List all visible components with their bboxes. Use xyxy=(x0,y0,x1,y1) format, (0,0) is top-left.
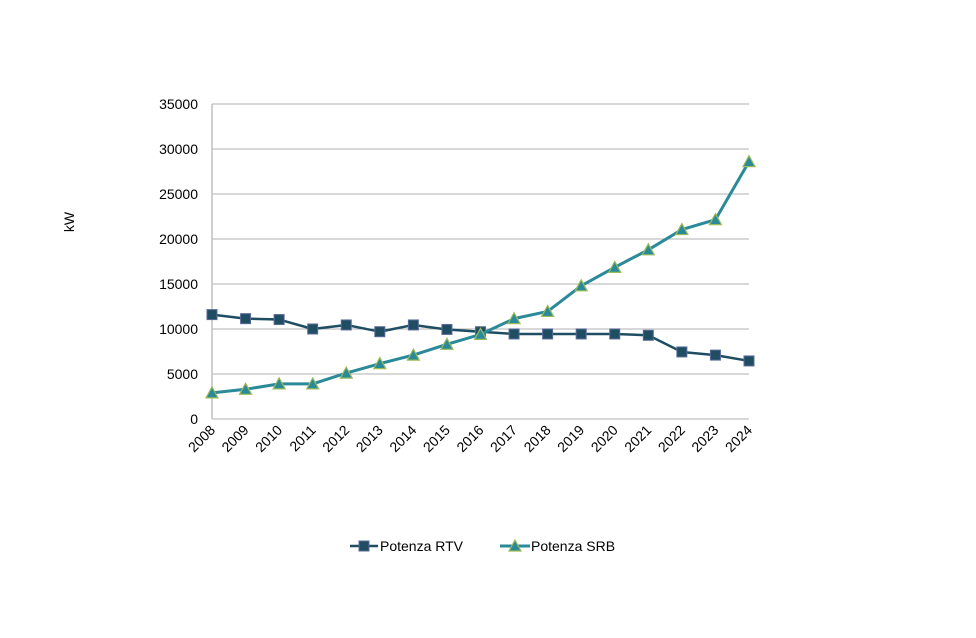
x-tick-label: 2012 xyxy=(319,422,352,455)
data-point xyxy=(441,323,453,335)
x-tick-label: 2010 xyxy=(252,422,285,455)
series-group xyxy=(204,154,757,399)
data-point xyxy=(507,311,522,325)
x-tick-label: 2016 xyxy=(453,422,486,455)
x-tick-label: 2021 xyxy=(621,422,654,455)
data-point xyxy=(238,382,253,395)
x-tick-label: 2019 xyxy=(554,422,587,455)
series-srb xyxy=(204,154,757,399)
x-tick-label: 2024 xyxy=(722,422,755,455)
data-point xyxy=(642,329,654,341)
data-point xyxy=(340,319,352,331)
legend-marker-square-icon xyxy=(358,540,370,552)
data-point xyxy=(406,347,421,361)
x-tick-label: 2009 xyxy=(218,422,251,455)
y-tick-label: 10000 xyxy=(159,321,198,337)
legend-item-srb[interactable]: Potenza SRB xyxy=(500,538,615,554)
data-point xyxy=(374,326,386,338)
gridlines xyxy=(212,103,749,420)
data-point xyxy=(676,346,688,358)
x-tick-label: 2023 xyxy=(688,422,721,455)
legend-label-rtv: Potenza RTV xyxy=(380,538,464,554)
legend-label-srb: Potenza SRB xyxy=(531,538,615,554)
y-axis-ticks: 0 5000 10000 15000 20000 25000 30000 35000 xyxy=(159,96,198,427)
data-point xyxy=(204,385,220,399)
x-axis-ticks: 2008 2009 2010 2011 2012 2013 2014 2015 2016 2017… xyxy=(185,422,755,455)
data-point xyxy=(607,260,622,273)
data-point xyxy=(508,328,520,340)
legend-marker-triangle-icon xyxy=(507,538,523,552)
y-tick-label: 0 xyxy=(190,411,198,427)
x-tick-label: 2011 xyxy=(286,422,319,455)
data-point xyxy=(439,337,454,350)
x-tick-label: 2014 xyxy=(386,422,419,455)
data-point xyxy=(574,278,589,292)
data-point xyxy=(674,222,689,236)
data-point xyxy=(542,328,554,340)
y-axis-title: kW xyxy=(61,211,77,232)
y-tick-label: 25000 xyxy=(159,186,198,202)
data-point xyxy=(407,319,419,331)
data-point xyxy=(473,327,488,340)
data-point xyxy=(272,376,287,390)
series-line xyxy=(211,160,751,395)
data-point xyxy=(743,355,755,367)
x-tick-label: 2013 xyxy=(353,422,386,455)
data-point xyxy=(741,154,757,168)
data-point xyxy=(307,323,319,335)
y-tick-label: 5000 xyxy=(167,366,198,382)
data-point xyxy=(641,242,656,256)
x-tick-label: 2022 xyxy=(655,422,688,455)
data-point xyxy=(339,365,354,379)
data-point xyxy=(273,314,285,326)
legend: Potenza RTV Potenza SRB xyxy=(350,538,615,554)
data-point xyxy=(575,328,587,340)
data-point xyxy=(540,304,555,318)
x-tick-label: 2018 xyxy=(520,422,553,455)
y-tick-label: 35000 xyxy=(159,96,198,112)
data-point xyxy=(206,309,218,321)
x-tick-label: 2017 xyxy=(487,422,520,455)
x-tick-label: 2015 xyxy=(420,422,453,455)
y-tick-label: 15000 xyxy=(159,276,198,292)
data-point xyxy=(372,356,387,370)
data-point xyxy=(305,376,320,390)
data-point xyxy=(709,349,721,361)
data-point xyxy=(240,313,252,325)
legend-item-rtv[interactable]: Potenza RTV xyxy=(350,538,464,554)
x-tick-label: 2020 xyxy=(588,422,621,455)
y-tick-label: 20000 xyxy=(159,231,198,247)
data-point xyxy=(708,212,723,226)
data-point xyxy=(609,328,621,340)
y-tick-label: 30000 xyxy=(159,141,198,157)
